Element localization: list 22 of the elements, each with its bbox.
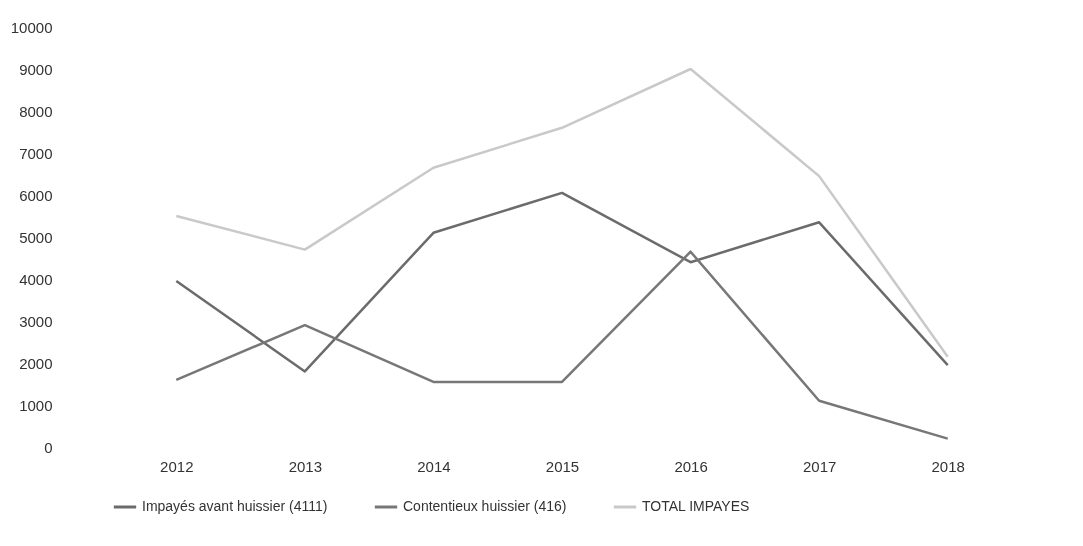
x-tick-label: 2012 <box>160 457 194 475</box>
legend-label: Contentieux huissier (416) <box>403 498 567 514</box>
legend-label: Impayés avant huissier (4111) <box>142 498 328 514</box>
line-series <box>175 67 949 358</box>
x-tick-label: 2014 <box>417 457 451 475</box>
y-tick-label: 1000 <box>19 396 53 414</box>
y-tick-label: 5000 <box>19 228 53 246</box>
y-tick-label: 6000 <box>19 186 53 204</box>
x-tick-label: 2018 <box>931 457 965 475</box>
x-tick-label: 2015 <box>545 457 580 475</box>
y-tick-label: 3000 <box>19 312 53 330</box>
x-tick-label: 2013 <box>288 457 323 475</box>
legend-label: TOTAL IMPAYES <box>642 498 750 514</box>
y-tick-label: 10000 <box>10 18 53 36</box>
y-tick-label: 4000 <box>19 270 53 288</box>
y-tick-label: 7000 <box>19 144 53 162</box>
y-tick-label: 0 <box>44 438 53 456</box>
y-tick-label: 8000 <box>19 102 53 120</box>
x-tick-label: 2017 <box>802 457 837 475</box>
y-tick-label: 2000 <box>19 354 53 372</box>
x-tick-label: 2016 <box>674 457 708 475</box>
y-tick-label: 9000 <box>19 60 53 78</box>
